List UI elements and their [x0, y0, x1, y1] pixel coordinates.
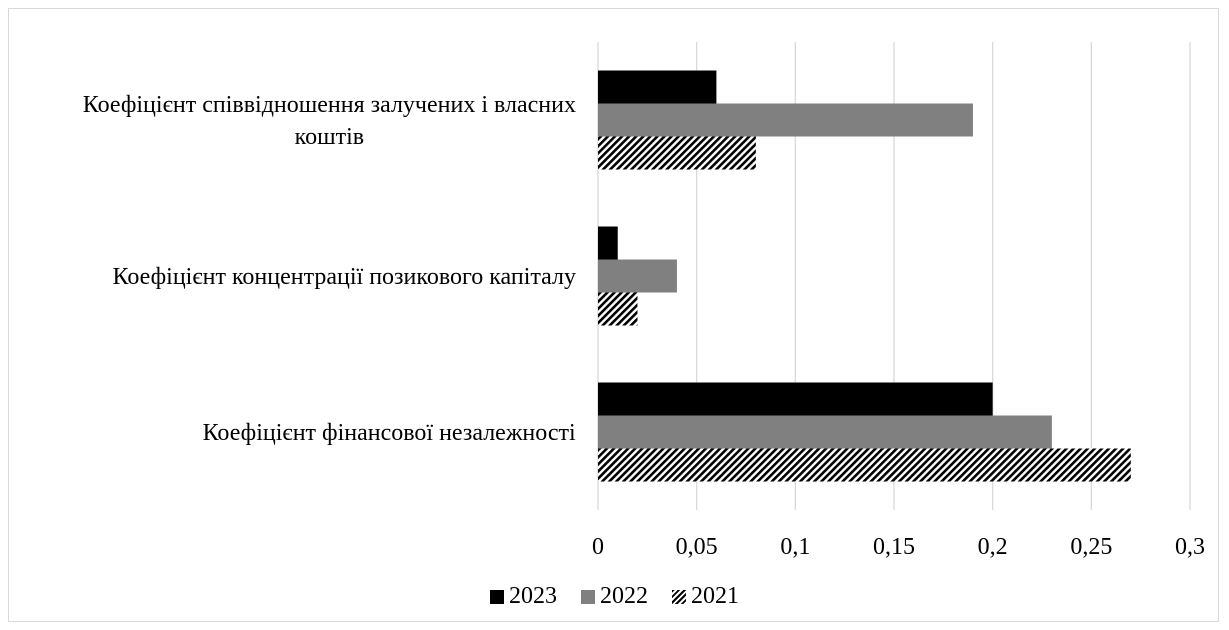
category-label-line: Коефіцієнт фінансової незалежності: [203, 420, 576, 446]
category-label-line: Коефіцієнт концентрації позикового капіт…: [113, 264, 576, 290]
bar-2023: [598, 382, 993, 416]
x-tick-label: 0: [592, 534, 604, 560]
legend-item-2022: 2022: [581, 583, 648, 610]
category-label: Коефіцієнт співвідношення залучених і вл…: [83, 92, 576, 150]
legend-label: 2023: [509, 583, 557, 609]
legend-label: 2021: [691, 583, 739, 609]
category-label-line: Коефіцієнт співвідношення залучених і вл…: [83, 92, 576, 118]
bar-2021: [598, 292, 638, 326]
bar-2022: [598, 259, 677, 293]
category-label: Коефіцієнт фінансової незалежності: [203, 420, 576, 446]
bar-2021: [598, 136, 756, 170]
category-label: Коефіцієнт концентрації позикового капіт…: [113, 264, 576, 290]
x-tick-label: 0,1: [780, 534, 810, 560]
legend: 2023 2022 2021: [0, 583, 1229, 610]
x-tick-label: 0,05: [676, 534, 718, 560]
chart-frame: [8, 8, 1219, 622]
category-label-line: коштів: [295, 124, 364, 150]
legend-swatch: [490, 589, 504, 604]
legend-item-2023: 2023: [490, 583, 557, 610]
bar-2022: [598, 415, 1052, 449]
x-tick-label: 0,2: [978, 534, 1008, 560]
legend-label: 2022: [600, 583, 648, 609]
bar-2022: [598, 103, 973, 137]
legend-swatch: [672, 589, 686, 604]
bar-2023: [598, 70, 717, 104]
x-tick-label: 0,3: [1175, 534, 1205, 560]
x-tick-label: 0,15: [873, 534, 915, 560]
x-tick-label: 0,25: [1070, 534, 1112, 560]
legend-item-2021: 2021: [672, 583, 739, 610]
bar-2021: [598, 448, 1131, 482]
bar-2023: [598, 226, 618, 260]
legend-swatch: [581, 589, 595, 604]
